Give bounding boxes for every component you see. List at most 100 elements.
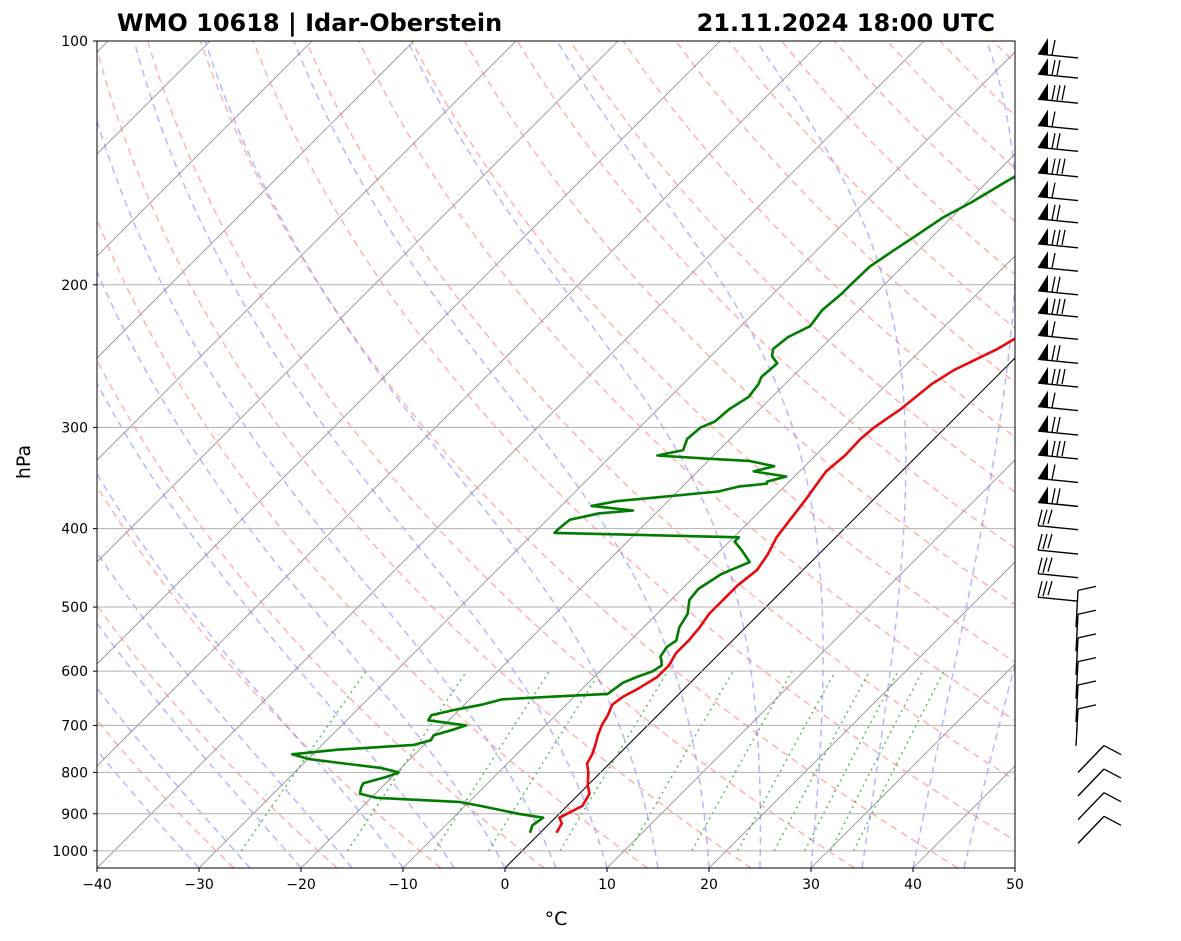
wind-barb (1075, 585, 1097, 628)
wind-barb (1075, 704, 1097, 746)
zero-isotherm-line (504, 357, 1015, 868)
wind-barb (1077, 768, 1122, 797)
wind-barb (1037, 438, 1079, 460)
y-tick-label: 700 (61, 718, 88, 734)
wind-barb (1037, 557, 1079, 579)
dry-adiabat-line (675, 41, 1015, 384)
dry-adiabat-line (358, 41, 1015, 722)
isotherm-line (810, 663, 1015, 868)
y-tick-label: 100 (61, 34, 88, 50)
plot-frame (96, 40, 1016, 869)
x-tick-label: −10 (388, 877, 418, 893)
moist-adiabat-line (97, 551, 353, 868)
dry-adiabat-line (97, 46, 752, 868)
x-tick-label: 30 (802, 877, 820, 893)
wind-barb (1037, 415, 1079, 436)
isotherm-line (300, 153, 1015, 868)
x-axis-ticks: −40 −30 −20 −10 0 10 20 30 40 50 (82, 868, 1024, 893)
wind-barb (1037, 202, 1079, 224)
isotherm-line (97, 41, 721, 665)
isotherm-line (97, 41, 313, 257)
x-tick-label: 50 (1006, 877, 1024, 893)
y-tick-label: 900 (61, 807, 88, 823)
dry-adiabat-line (252, 41, 1015, 842)
y-tick-label: 600 (61, 664, 88, 680)
y-tick-label: 1000 (52, 844, 88, 860)
mixing-ratio-line (433, 670, 550, 852)
moist-adiabat-line (97, 687, 251, 868)
dry-adiabat-line (97, 358, 545, 868)
moist-adiabat-line (97, 472, 404, 868)
chart-title-right: 21.11.2024 18:00 UTC (697, 9, 995, 37)
y-tick-label: 200 (61, 278, 88, 294)
moist-adiabat-line (912, 41, 1015, 868)
wind-barb (1037, 581, 1079, 602)
wind-barb (1037, 319, 1079, 341)
y-tick-label: 400 (61, 522, 88, 538)
y-axis-ticks: 100 200 300 400 500 600 700 800 900 1000 (52, 34, 97, 860)
dry-adiabat-line (199, 41, 959, 868)
moist-adiabat-line (133, 41, 608, 868)
isotherm-line (97, 41, 517, 461)
wind-barb (1037, 367, 1079, 388)
isotherm-line (708, 561, 1015, 868)
isotherm-line (402, 255, 1015, 868)
temperature-profile-line (555, 337, 1015, 834)
moist-adiabat-line (97, 269, 506, 868)
isotherm-line (97, 41, 619, 563)
wind-barb (1077, 744, 1122, 774)
mixing-ratio-line (737, 670, 836, 852)
x-tick-label: −40 (82, 877, 112, 893)
moist-adiabat-line (293, 41, 710, 868)
isotherm-line (97, 41, 823, 767)
wind-barb (1037, 131, 1079, 152)
dry-adiabat-line (410, 41, 1015, 664)
x-axis-label: °C (545, 908, 568, 930)
x-tick-label: 40 (904, 877, 922, 893)
pressure-gridlines (97, 41, 1015, 852)
dewpoint-profile-line (291, 175, 1015, 834)
wind-barb (1075, 633, 1097, 675)
y-tick-label: 500 (61, 600, 88, 616)
sounding-profiles (291, 175, 1015, 834)
moist-adiabat-line (755, 41, 907, 868)
y-axis-label: hPa (13, 445, 35, 479)
moist-adiabat-line (406, 41, 762, 868)
wind-barb (1037, 37, 1079, 59)
moist-adiabat-line (97, 118, 557, 868)
y-tick-label: 800 (61, 765, 88, 781)
chart-title-left: WMO 10618 | Idar-Oberstein (117, 9, 502, 37)
wind-barb (1077, 792, 1122, 821)
wind-barb (1037, 486, 1079, 508)
wind-barb (1037, 533, 1079, 555)
wind-barb (1075, 680, 1097, 723)
dry-adiabat-line (97, 604, 338, 868)
wind-barb (1037, 274, 1079, 296)
x-tick-label: −30 (184, 877, 214, 893)
wind-barb (1037, 58, 1079, 79)
wind-barb (1075, 657, 1097, 699)
moist-adiabat-line (97, 381, 455, 868)
isotherm-line (606, 459, 1015, 868)
x-tick-label: 20 (700, 877, 718, 893)
mixing-ratio-line (691, 670, 793, 852)
moist-adiabat-line (97, 621, 302, 868)
wind-barb (1077, 815, 1122, 844)
wind-barb (1037, 227, 1079, 249)
wind-barbs (1037, 37, 1122, 844)
wind-barb (1037, 509, 1079, 531)
x-tick-label: 0 (501, 877, 510, 893)
wind-barb (1037, 251, 1079, 272)
wind-barb (1037, 156, 1079, 178)
dry-adiabat-line (516, 41, 1015, 549)
x-tick-label: 10 (598, 877, 616, 893)
y-tick-label: 300 (61, 420, 88, 436)
x-tick-label: −20 (286, 877, 316, 893)
wind-barb (1037, 180, 1079, 202)
dry-adiabat-line (97, 217, 648, 868)
wind-barb (1037, 83, 1079, 104)
wind-barb (1075, 609, 1097, 652)
wind-barb (1037, 296, 1079, 318)
